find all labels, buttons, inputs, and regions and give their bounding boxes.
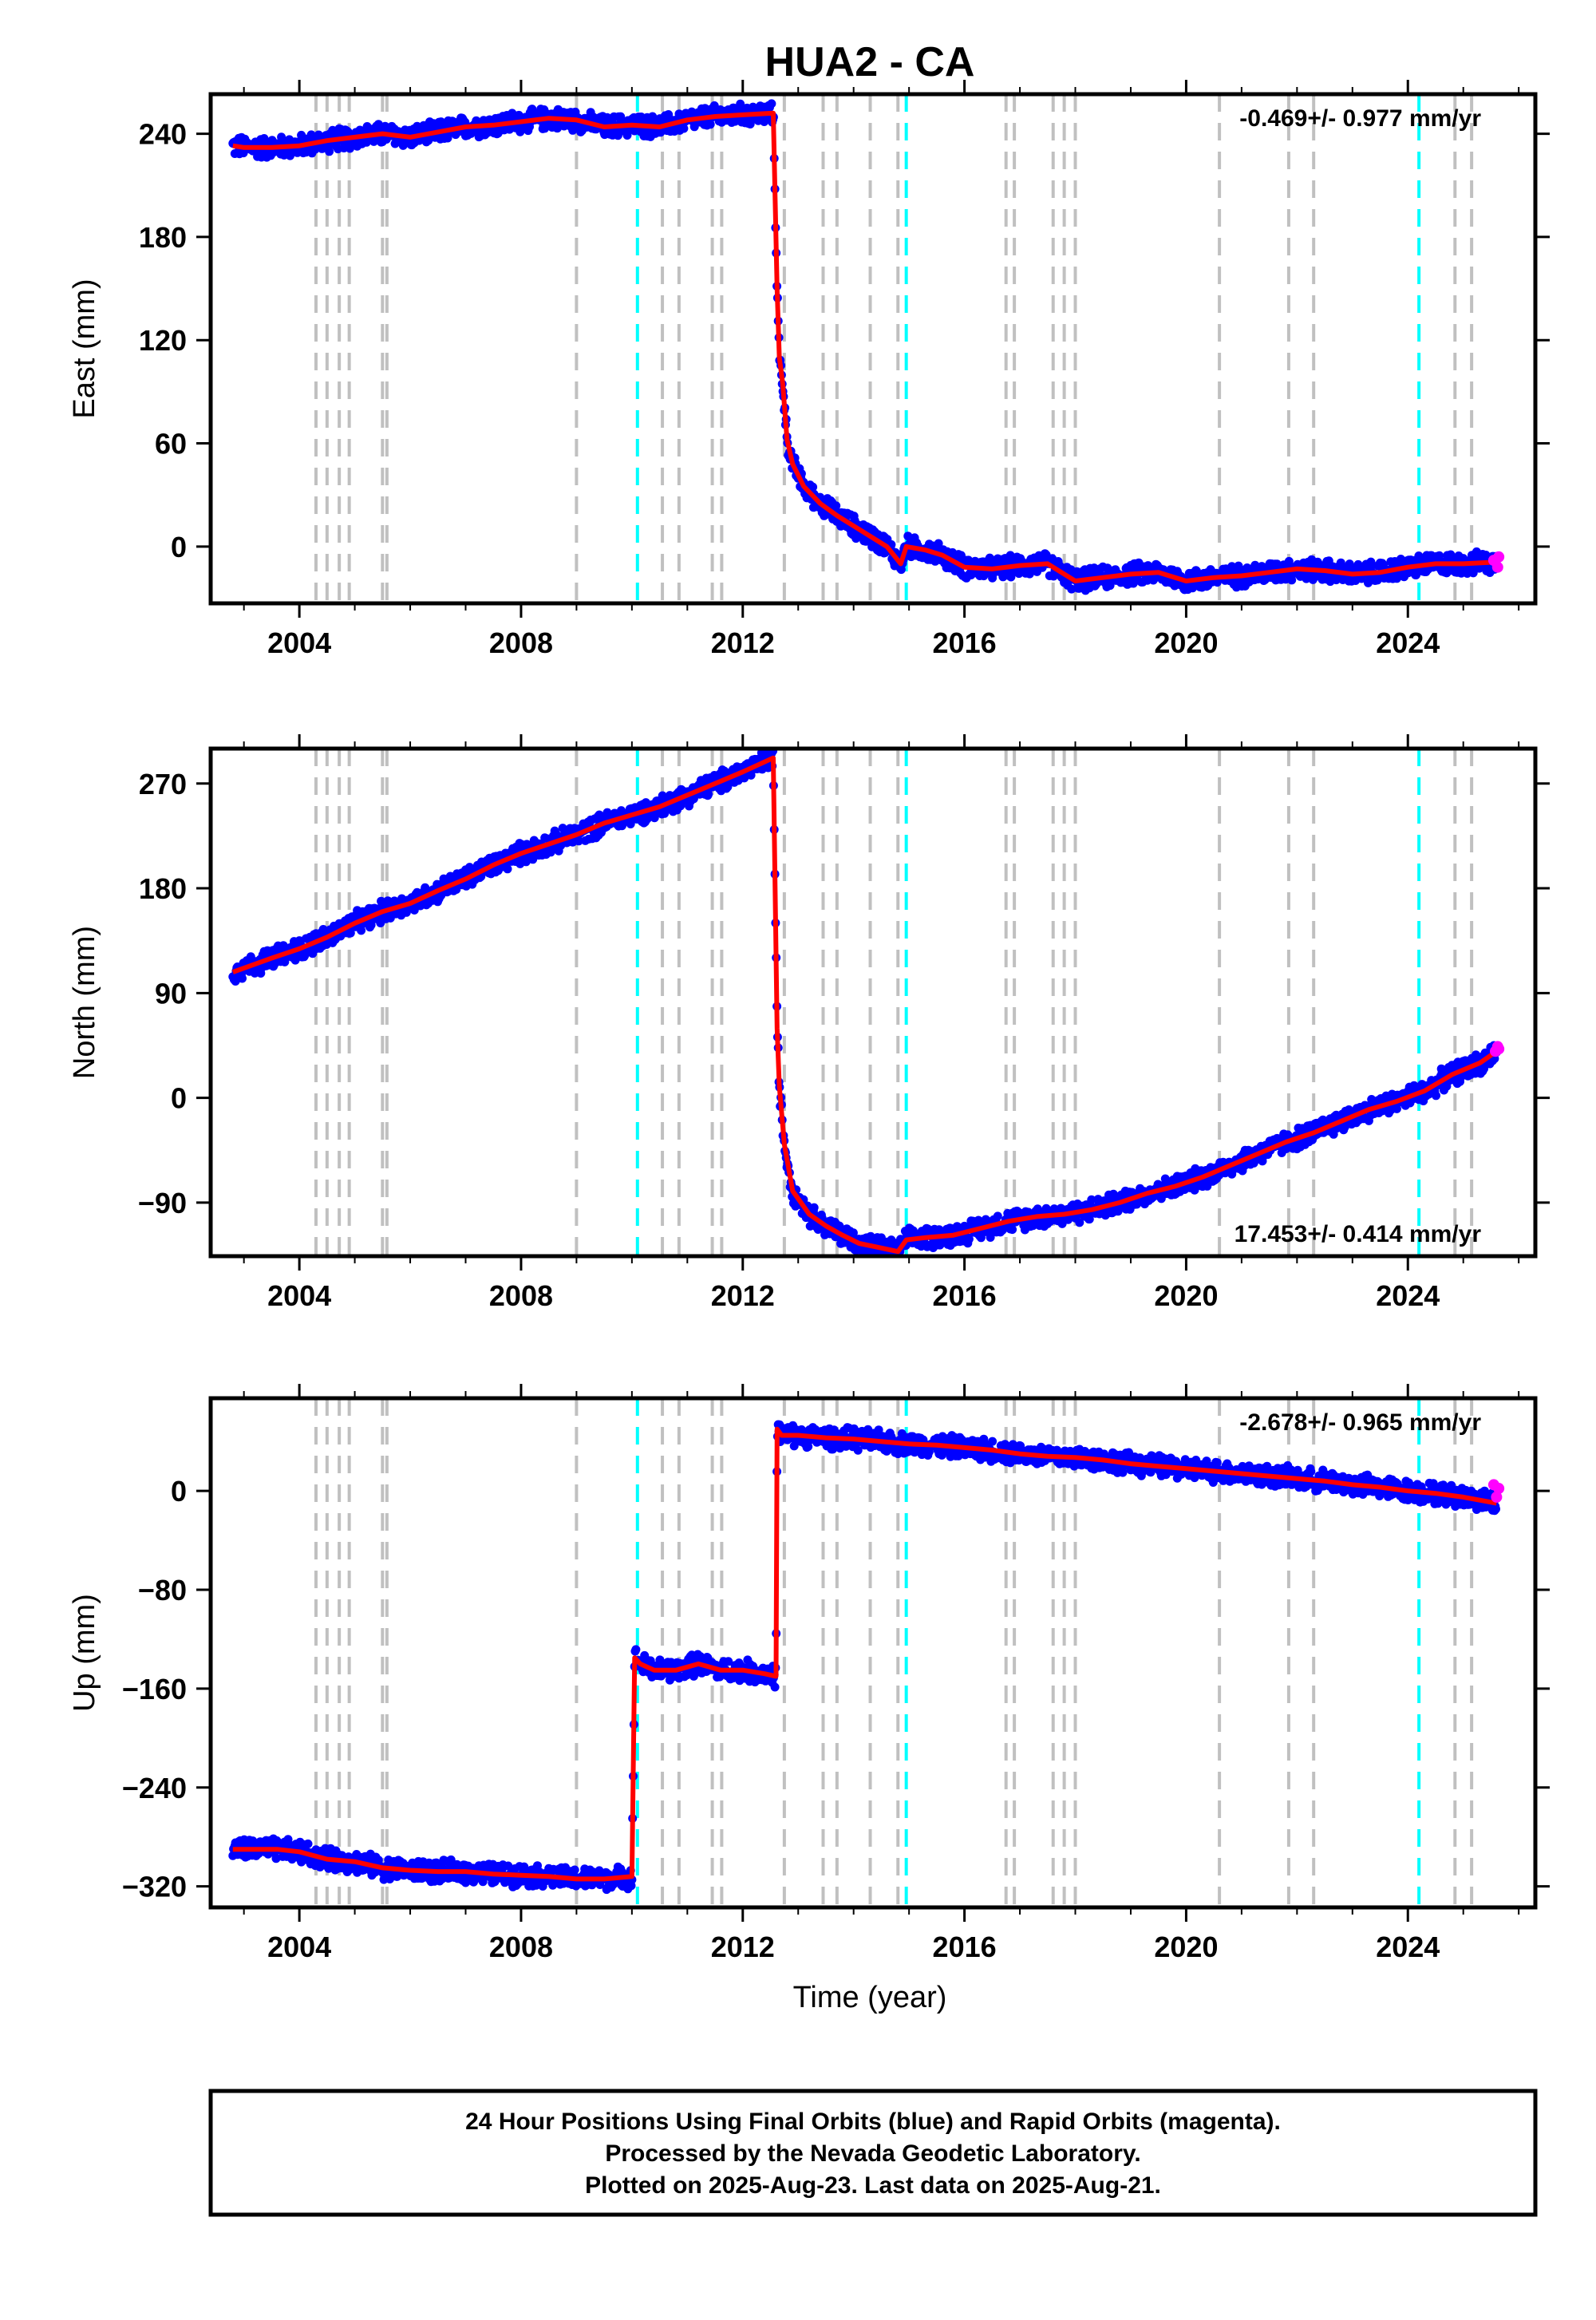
- data-point: [994, 1211, 1002, 1220]
- data-point: [504, 864, 512, 873]
- plot-area: [228, 1398, 1504, 1907]
- plot-frame: [211, 749, 1535, 1256]
- data-point: [571, 1866, 579, 1875]
- y-tick-label: −90: [138, 1187, 187, 1219]
- plot-area: [228, 747, 1504, 1263]
- data-point: [631, 1645, 640, 1654]
- north-panel: 2004 2008 2012 2016 2020 2024 270 180 90 0 −90 Nort…: [68, 734, 1550, 1312]
- x-tick-label: 2004: [267, 626, 331, 659]
- y-tick-label: 0: [171, 1082, 187, 1115]
- y-tick-label: 0: [171, 531, 187, 563]
- y-tick-label: 240: [139, 118, 187, 151]
- x-tick-label: 2004: [267, 1279, 331, 1312]
- final-orbit-points: [228, 747, 1501, 1263]
- x-tick-label: 2008: [489, 1279, 553, 1312]
- y-axis-label: North (mm): [68, 926, 101, 1079]
- x-tick-label: 2016: [933, 1279, 997, 1312]
- east-panel: 2004 2008 2012 2016 2020 2024 240 180 120 60 0 East…: [68, 80, 1550, 659]
- x-tick-label: 2024: [1376, 1279, 1440, 1312]
- data-point: [767, 99, 776, 108]
- velocity-label: 17.453+/- 0.414 mm/yr: [1235, 1221, 1482, 1247]
- plot-area: [228, 94, 1504, 603]
- data-point: [238, 974, 247, 983]
- y-tick-label: 180: [139, 221, 187, 254]
- y-tick-label: 90: [155, 977, 187, 1010]
- x-tick-label: 2012: [711, 626, 775, 659]
- x-tick-label: 2016: [933, 626, 997, 659]
- final-orbit-points: [228, 99, 1501, 595]
- x-tick-label: 2020: [1154, 1279, 1218, 1312]
- model-fit-line: [233, 758, 1497, 1251]
- data-point: [304, 1840, 313, 1848]
- velocity-label: -0.469+/- 0.977 mm/yr: [1239, 105, 1481, 132]
- rapid-orbit-point: [1493, 1043, 1504, 1054]
- x-tick-label: 2020: [1154, 626, 1218, 659]
- rapid-orbit-point: [1492, 562, 1503, 573]
- x-tick-label: 2008: [489, 626, 553, 659]
- y-tick-label: 270: [139, 768, 187, 800]
- model-fit-line: [233, 113, 1497, 581]
- data-point: [810, 1203, 819, 1212]
- y-tick-label: 120: [139, 324, 187, 357]
- data-point: [1008, 1225, 1017, 1234]
- x-tick-label: 2024: [1376, 626, 1440, 659]
- rapid-orbit-point: [1493, 551, 1504, 563]
- data-point: [1432, 1091, 1440, 1100]
- data-point: [771, 1683, 780, 1692]
- y-tick-label: 60: [155, 428, 187, 460]
- x-tick-label: 2012: [711, 1279, 775, 1312]
- y-axis-label: East (mm): [68, 279, 101, 418]
- chart-title: HUA2 - CA: [765, 39, 975, 85]
- final-orbit-points: [228, 1421, 1501, 1895]
- data-point: [325, 147, 334, 156]
- y-tick-label: 180: [139, 872, 187, 905]
